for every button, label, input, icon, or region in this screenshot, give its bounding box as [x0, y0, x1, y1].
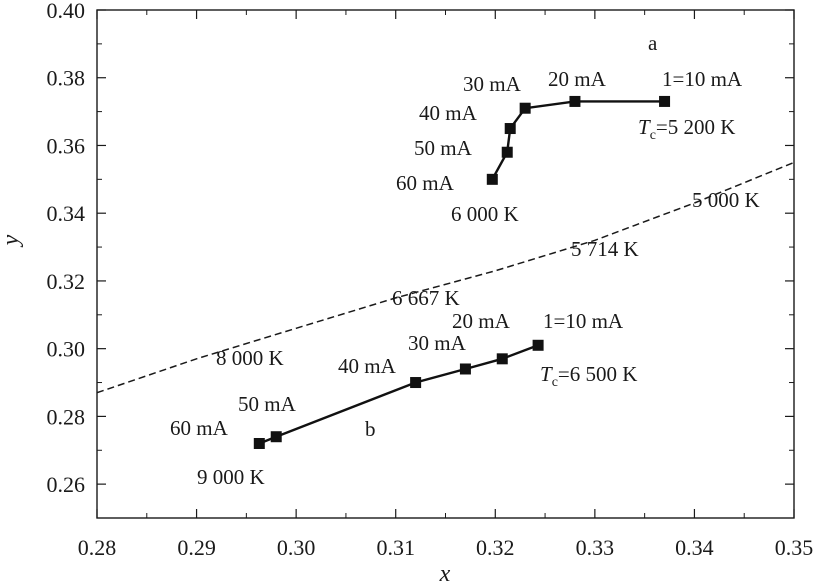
- cct-label-6000k: 6 000 K: [451, 202, 519, 226]
- x-tick-label: 0.34: [675, 535, 714, 560]
- series-b-point: [253, 437, 265, 449]
- series-b-point: [532, 339, 544, 351]
- series-a-line: [491, 100, 665, 180]
- y-tick-label: 0.36: [47, 133, 86, 158]
- x-axis-title: x: [439, 561, 451, 582]
- b-label-20ma: 20 mA: [452, 309, 511, 333]
- tc-a-value: =5 200 K: [656, 115, 736, 139]
- series-b-point: [459, 363, 471, 375]
- series-a-point: [504, 123, 516, 135]
- y-tick-label: 0.34: [47, 201, 86, 226]
- tc-a-symbol: T: [638, 115, 651, 139]
- x-axis: 0.28 0.29 0.30 0.31 0.32 0.33 0.34 0.35: [78, 10, 814, 560]
- x-tick-label: 0.28: [78, 535, 117, 560]
- series-b-label: b: [365, 417, 376, 441]
- a-label-10ma: 1=10 mA: [662, 67, 743, 91]
- series-b-point: [496, 353, 508, 365]
- b-label-40ma: 40 mA: [338, 354, 397, 378]
- cct-label-5000k: 5 000 K: [692, 188, 760, 212]
- y-tick-label: 0.28: [47, 404, 86, 429]
- tc-b-value: =6 500 K: [558, 362, 638, 386]
- y-tick-label: 0.32: [47, 269, 86, 294]
- series-a-label: a: [648, 31, 658, 55]
- planckian-locus-line: [96, 161, 795, 394]
- series-a-point: [486, 173, 498, 185]
- x-tick-label: 0.29: [177, 535, 216, 560]
- a-label-50ma: 50 mA: [414, 136, 473, 160]
- tc-b-symbol: T: [540, 362, 553, 386]
- a-label-30ma: 30 mA: [463, 72, 522, 96]
- y-tick-label: 0.26: [47, 472, 86, 497]
- series-a-point: [659, 95, 671, 107]
- series-b-point: [270, 431, 282, 443]
- a-label-20ma: 20 mA: [548, 67, 607, 91]
- series-b-line: [258, 344, 539, 445]
- y-axis-title: y: [0, 234, 24, 247]
- series-a-point: [569, 95, 581, 107]
- x-tick-label: 0.33: [576, 535, 615, 560]
- b-label-30ma: 30 mA: [408, 331, 467, 355]
- a-label-40ma: 40 mA: [419, 101, 478, 125]
- y-tick-label: 0.38: [47, 66, 86, 91]
- y-tick-label: 0.30: [47, 337, 86, 362]
- tc-label-b: Tc=6 500 K: [540, 362, 637, 390]
- tc-label-a: Tc=5 200 K: [638, 115, 735, 143]
- b-label-50ma: 50 mA: [238, 392, 297, 416]
- x-tick-label: 0.31: [376, 535, 415, 560]
- x-tick-label: 0.35: [775, 535, 814, 560]
- cct-label-5714k: 5 714 K: [571, 237, 639, 261]
- y-tick-label: 0.40: [47, 0, 86, 23]
- cct-label-6667k: 6 667 K: [392, 286, 460, 310]
- y-axis: 0.26 0.28 0.30 0.32 0.34 0.36 0.38 0.40: [47, 0, 794, 519]
- x-tick-label: 0.32: [476, 535, 515, 560]
- planckian-locus: [96, 161, 795, 394]
- tc-b-subscript: c: [552, 375, 558, 390]
- a-label-60ma: 60 mA: [396, 171, 455, 195]
- series-group: [253, 95, 671, 449]
- b-label-10ma: 1=10 mA: [543, 309, 624, 333]
- cct-label-8000k: 8 000 K: [216, 346, 284, 370]
- series-a-point: [501, 146, 513, 158]
- cct-label-9000k: 9 000 K: [197, 465, 265, 489]
- b-label-60ma: 60 mA: [170, 416, 229, 440]
- tc-a-subscript: c: [650, 128, 656, 143]
- series-a-point: [519, 102, 531, 114]
- x-tick-label: 0.30: [277, 535, 316, 560]
- series-b-point: [410, 377, 422, 389]
